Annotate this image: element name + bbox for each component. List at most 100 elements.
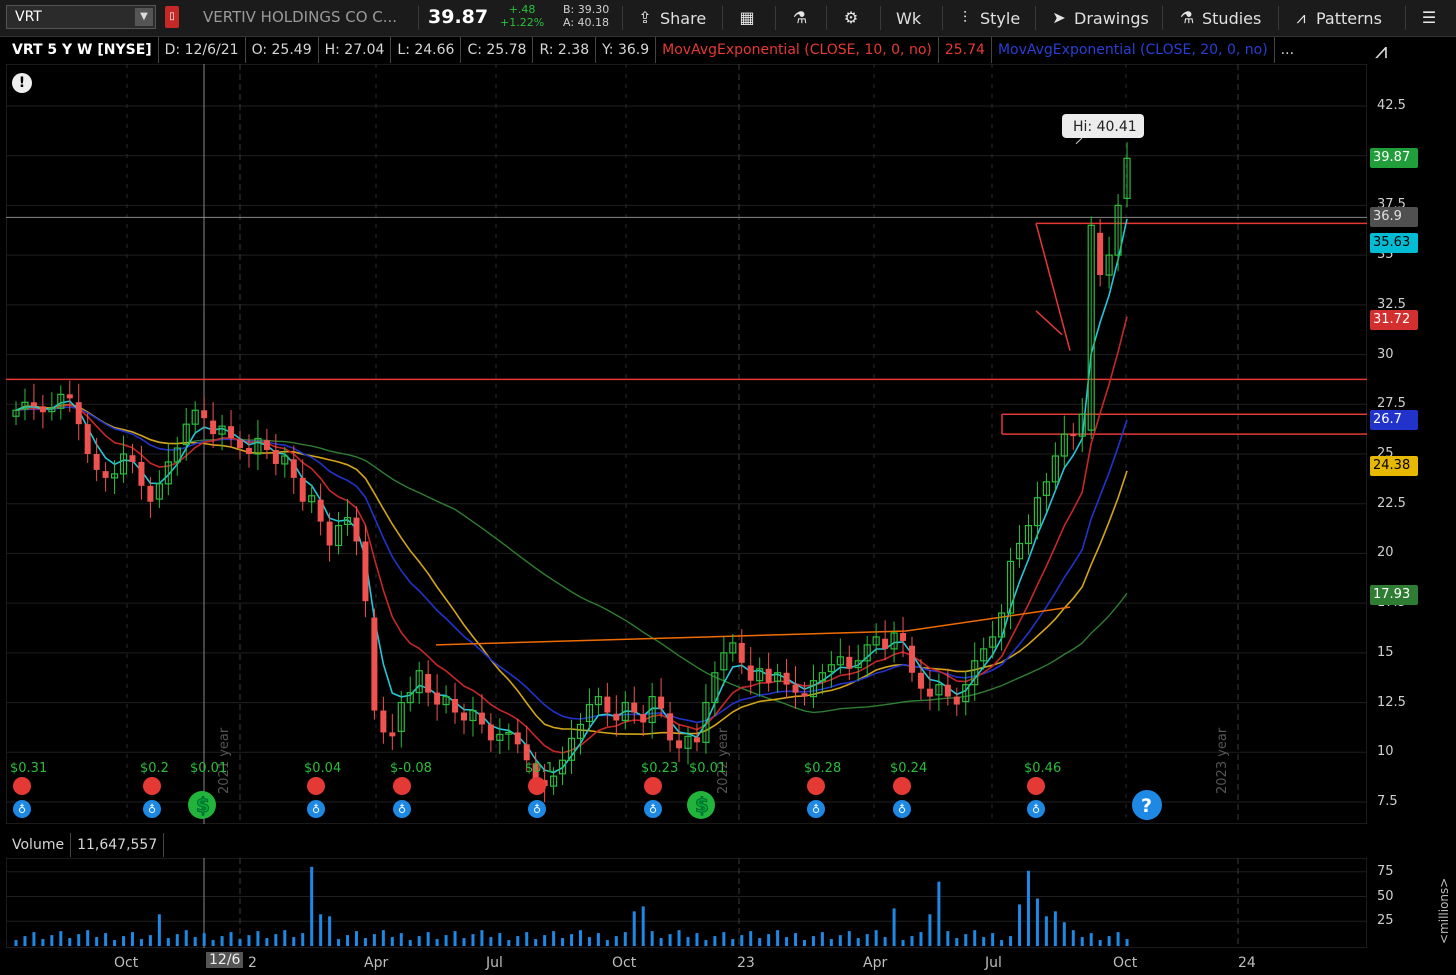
candle-body <box>334 524 343 547</box>
style-button[interactable]: ⫶ Style <box>956 0 1020 36</box>
dividend-label: $0.01 <box>190 761 227 776</box>
triangle-pattern <box>1035 223 1071 351</box>
price-chart[interactable]: Hi: 40.41 2021 year 2022 year 2023 year $0.… <box>6 64 1367 824</box>
chevron-down-icon[interactable]: ▼ <box>135 8 153 26</box>
lab-button[interactable]: ⚗ <box>791 0 809 36</box>
drawings-button[interactable]: ➤ Drawings <box>1050 0 1149 36</box>
price-scale[interactable]: ⩘ 42.537.53532.53027.52522.52017.51512.5… <box>1367 36 1456 826</box>
settings-button[interactable]: ⚙ <box>842 0 860 36</box>
dividend-label: $0.24 <box>890 761 927 776</box>
volume-bar <box>785 937 789 946</box>
candle-body <box>747 665 754 681</box>
more-studies[interactable]: ... <box>1280 42 1295 58</box>
volume-bar <box>399 933 403 946</box>
sma50-line <box>15 403 1128 714</box>
volume-bar <box>722 932 726 946</box>
events-row: $0.31 ♁ $0.2 ♁ $0.01 $ $0.04 ♁ $-0.08 ♁ $0.1 ♁ $0.23… <box>10 761 1162 820</box>
price-tick: 32.5 <box>1377 296 1406 312</box>
candle-body <box>702 701 710 743</box>
link-badge-icon[interactable]: ▯ <box>165 6 179 28</box>
earnings-bulb-icon <box>893 800 911 818</box>
ema10-study[interactable]: MovAvgExponential (CLOSE, 10, 0, no) <box>656 37 939 63</box>
candle-body <box>362 541 369 602</box>
timeframe-button[interactable]: Wk <box>896 0 921 36</box>
bid-ask: B: 39.30 A: 40.18 <box>563 3 609 29</box>
volume-bar <box>77 934 81 946</box>
dividend-label: $-0.08 <box>390 761 432 776</box>
price-tick: 12.5 <box>1377 694 1406 710</box>
earnings-bulb-icon <box>1027 800 1045 818</box>
candle-body <box>989 636 997 648</box>
earnings-bulb-icon <box>644 800 662 818</box>
volume-bar <box>435 939 439 946</box>
calendar-button[interactable]: ▦ <box>738 0 756 36</box>
candle-body <box>487 724 494 741</box>
volume-tick: 25 <box>1377 913 1394 929</box>
dividend-label: $0.23 <box>641 761 678 776</box>
candle-body <box>1070 434 1077 437</box>
share-button[interactable]: ⇪ Share <box>636 0 706 36</box>
bulb-glyph: ♁ <box>312 803 320 816</box>
menu-button[interactable]: ☰ <box>1420 0 1438 36</box>
candle-body <box>667 713 674 741</box>
crosshair-y: Y: 36.9 <box>596 37 657 63</box>
candle-body <box>980 648 988 662</box>
candle-body <box>836 656 844 666</box>
symbol-input[interactable]: VRT ▼ <box>6 5 156 29</box>
timeframe-label: Wk <box>896 8 922 28</box>
volume-bar <box>1009 936 1013 946</box>
studies-button[interactable]: ⚗ Studies <box>1178 0 1262 36</box>
ema20-study[interactable]: MovAvgExponential (CLOSE, 20, 0, no) <box>992 37 1275 63</box>
candle-body <box>640 714 647 723</box>
candle-body <box>281 455 289 465</box>
patterns-button[interactable]: ⩘ Patterns <box>1292 0 1381 36</box>
year-marker: 2021 year <box>217 727 232 794</box>
volume-bar <box>498 933 502 946</box>
volume-bar <box>381 930 385 946</box>
volume-bar <box>829 939 833 946</box>
volume-bar <box>650 931 654 946</box>
cursor-icon: ➤ <box>1052 8 1066 27</box>
volume-bar <box>587 937 591 946</box>
year-marker: 2022 year <box>716 727 731 794</box>
candle-body <box>846 656 853 669</box>
volume-chart[interactable] <box>6 858 1367 948</box>
candle-body <box>21 401 29 410</box>
candle-body <box>756 668 764 682</box>
gear-icon: ⚙ <box>843 8 859 27</box>
flask-icon: ⚗ <box>792 8 808 27</box>
volume-bar <box>596 933 600 946</box>
volume-bar <box>166 938 170 946</box>
scale-settings-icon[interactable]: ⩘ <box>1375 39 1388 64</box>
chart-grid <box>6 64 1367 824</box>
candle-body <box>1060 433 1068 457</box>
earnings-phone-icon <box>13 777 31 795</box>
volume-bar <box>1071 930 1075 946</box>
time-axis[interactable]: Oct 12/6 2 Apr Jul Oct 23 Apr Jul Oct 24 <box>6 948 1367 975</box>
candle-body <box>658 696 665 709</box>
alert-icon[interactable]: ! <box>12 73 32 93</box>
volume-bar <box>283 930 287 946</box>
volume-bar <box>928 914 932 946</box>
candle-body <box>549 775 558 787</box>
candle-body <box>129 455 136 462</box>
volume-bar <box>390 937 394 946</box>
candle-body <box>380 710 387 733</box>
candle-body <box>558 759 567 775</box>
volume-bar <box>695 933 699 946</box>
candle-body <box>1051 455 1059 483</box>
volume-bar <box>1116 932 1120 946</box>
volume-bar <box>328 916 332 946</box>
price-tick: 15 <box>1377 644 1394 660</box>
volume-bar <box>704 940 708 946</box>
price-tag: 24.38 <box>1370 456 1418 477</box>
candle-body <box>594 696 603 706</box>
candle-body <box>801 693 808 697</box>
help-glyph: ? <box>1141 795 1152 817</box>
volume-bar <box>534 939 538 946</box>
candle-body <box>890 632 898 650</box>
dividend-icon <box>188 791 216 819</box>
drawings-label: Drawings <box>1074 8 1149 28</box>
earnings-phone-icon <box>307 777 325 795</box>
bulb-glyph: ♁ <box>18 803 26 816</box>
